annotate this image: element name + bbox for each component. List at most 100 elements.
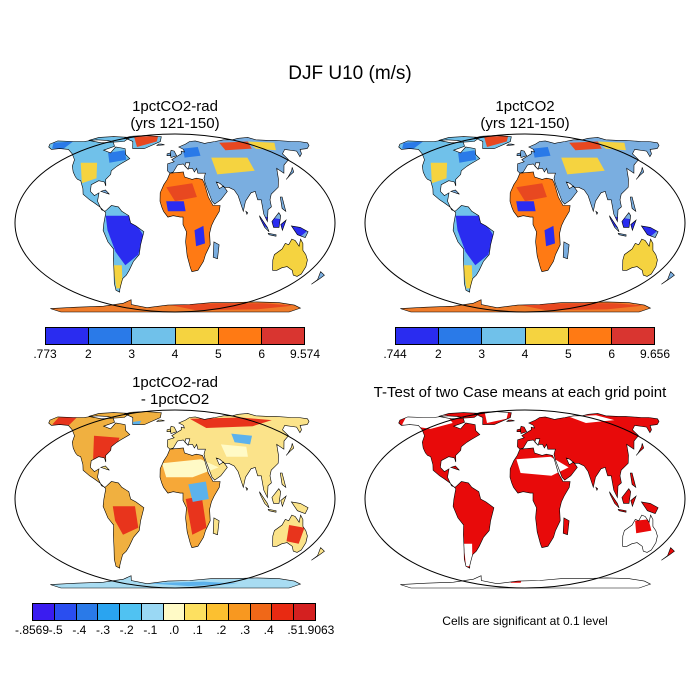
- colorbar-tick-label: 2: [434, 347, 442, 361]
- island: [661, 271, 675, 285]
- colorbar-tick-label: -.1: [143, 623, 158, 637]
- island: [311, 547, 325, 561]
- value-region: [484, 135, 509, 147]
- colorbar-swatch: [89, 328, 133, 344]
- colorbar-swatch: [250, 604, 273, 620]
- colorbar-swatch: [98, 604, 121, 620]
- land-fill: [48, 135, 325, 312]
- colorbar-swatch: [46, 328, 90, 344]
- value-region: [544, 225, 555, 247]
- colorbar-swatch: [396, 328, 440, 344]
- panel-2-title-line1: 1pctCO2: [495, 98, 555, 115]
- colorbar-tick-label: 4: [521, 347, 529, 361]
- significance-note: Cells are significant at 0.1 level: [442, 614, 608, 628]
- value-region: [516, 183, 547, 202]
- value-region: [189, 417, 272, 428]
- island: [268, 509, 277, 513]
- colorbar-swatch: [611, 328, 655, 344]
- panel-3-title-line2: - 1pctCO2: [140, 391, 210, 408]
- map-panel-4: [364, 409, 686, 589]
- value-region: [162, 459, 219, 478]
- value-region: [80, 162, 98, 184]
- island: [124, 411, 162, 425]
- island: [630, 496, 637, 507]
- coastline: [48, 411, 325, 589]
- island: [280, 473, 286, 488]
- land-fill: [398, 135, 675, 312]
- colorbar-tick-label: 3: [128, 347, 135, 361]
- colorbar-tick-label: .773: [33, 347, 57, 361]
- colorbar-tick-label: .0: [168, 623, 180, 637]
- value-region: [105, 215, 144, 266]
- map-border: [14, 133, 336, 313]
- value-region: [402, 141, 424, 149]
- map-border: [364, 133, 686, 313]
- value-region: [185, 496, 207, 535]
- panel-3-title-line1: 1pctCO2-rad: [132, 374, 218, 391]
- value-region: [146, 581, 239, 587]
- colorbar-swatch: [54, 604, 77, 620]
- colorbar-tick-label: -.4: [72, 623, 87, 637]
- island: [563, 517, 570, 535]
- map-border: [14, 409, 336, 589]
- island: [661, 547, 675, 561]
- colorbar-tick-label: .4: [263, 623, 274, 637]
- colorbar-swatch: [525, 328, 569, 344]
- value-region: [516, 201, 536, 212]
- colorbar-tick-label: .744: [383, 347, 407, 361]
- map-panel-3: [14, 409, 336, 589]
- colorbar-swatch: [218, 328, 262, 344]
- colorbar-tick-label: 2: [84, 347, 92, 361]
- colorbar-swatch: [185, 604, 208, 620]
- value-region: [569, 141, 602, 151]
- value-region: [219, 141, 252, 151]
- value-region: [484, 411, 509, 423]
- colorbar-2-labels: .744 2 3 4 5 6 9.656: [383, 347, 670, 361]
- colorbar-swatch: [141, 604, 164, 620]
- coastline: [48, 135, 325, 313]
- land-region-americas: [398, 415, 494, 569]
- value-region: [635, 519, 652, 534]
- island: [618, 509, 627, 513]
- colorbar-tick-label: 9.656: [639, 347, 671, 361]
- value-region: [455, 215, 494, 266]
- island: [213, 241, 220, 259]
- panel-2-title-line2: (yrs 121-150): [480, 115, 570, 132]
- value-region: [597, 141, 626, 151]
- value-region: [166, 183, 197, 202]
- value-region: [458, 150, 477, 163]
- panel-1-title-line1: 1pctCO2-rad: [132, 98, 218, 115]
- value-region: [108, 150, 127, 163]
- island: [291, 501, 309, 514]
- island: [621, 488, 631, 504]
- colorbar-2: [395, 327, 655, 345]
- colorbar-swatch: [76, 604, 99, 620]
- coastline: [398, 411, 675, 589]
- panel-3-title: 1pctCO2-rad - 1pctCO2: [20, 374, 330, 408]
- colorbar-tick-label: 5: [564, 347, 572, 361]
- colorbar-3: [32, 603, 316, 621]
- value-region: [112, 506, 139, 535]
- colorbar-tick-label: .2: [216, 623, 227, 637]
- colorbar-tick-label: 9.574: [289, 347, 321, 361]
- colorbar-tick-label: 1.9063: [297, 623, 335, 637]
- colorbar-tick-label: 6: [258, 347, 265, 361]
- value-region: [532, 147, 551, 158]
- land-region-americas: [48, 415, 144, 569]
- colorbar-swatch: [294, 604, 315, 620]
- value-region: [430, 162, 448, 184]
- colorbar-swatch: [163, 604, 186, 620]
- panel-2-title: 1pctCO2 (yrs 121-150): [370, 98, 680, 132]
- value-region: [194, 225, 205, 247]
- colorbar-tick-label: -.3: [95, 623, 111, 637]
- colorbar-tick-label: 5: [214, 347, 222, 361]
- map-panel-1: [14, 133, 336, 313]
- value-region: [220, 444, 248, 457]
- panel-1-title: 1pctCO2-rad (yrs 121-150): [20, 98, 330, 132]
- colorbar-tick-label: -.2: [119, 623, 134, 637]
- colorbar-swatch: [272, 604, 295, 620]
- colorbar-1-labels: .773 2 3 4 5 6 9.574: [33, 347, 320, 361]
- island: [280, 496, 287, 507]
- land-region-eurasia: [517, 137, 659, 222]
- island: [170, 426, 177, 434]
